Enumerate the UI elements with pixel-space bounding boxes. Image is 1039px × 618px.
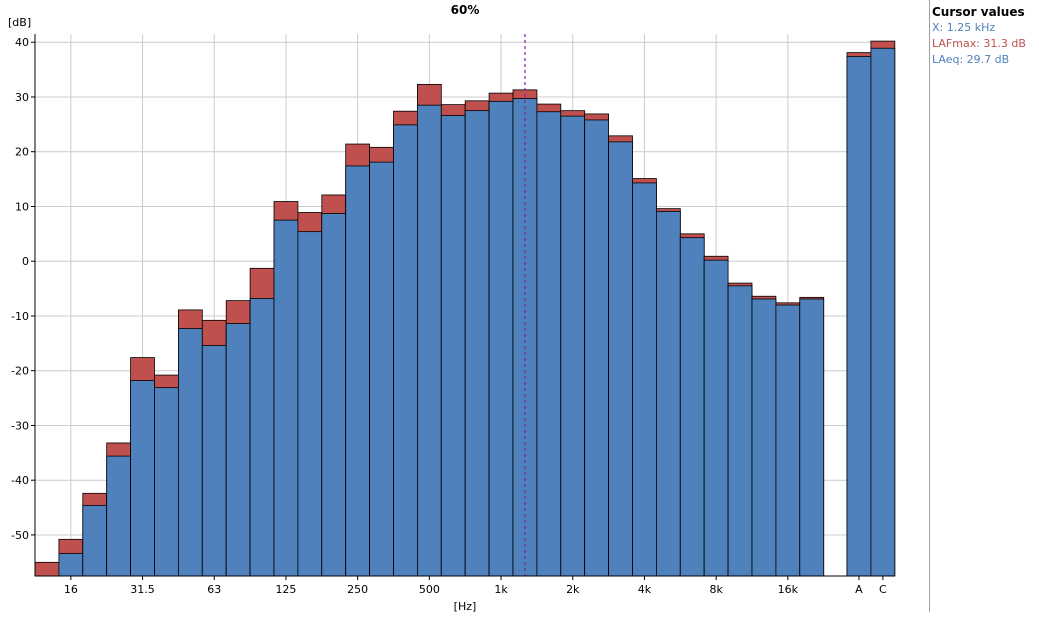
bar-laeq	[584, 119, 610, 577]
bar-laeq	[225, 323, 251, 577]
y-tick-label: -50	[11, 529, 29, 542]
x-tick-label: 16	[64, 583, 78, 596]
spectrum-chart: 40 30 20 10 0 -10 -20 -30 -40 -50 16 31.5 63 125 250 50…	[8, 3, 896, 613]
y-tick-label: 0	[22, 255, 29, 268]
bar-laeq	[130, 380, 155, 577]
y-tick-label: 10	[15, 200, 29, 213]
bar-laeq	[154, 387, 179, 577]
bar-laeq	[273, 219, 299, 577]
x-axis-label: [Hz]	[454, 600, 477, 613]
bar-laeq	[345, 165, 371, 577]
y-tick-label: -30	[11, 419, 29, 432]
bar-laeq	[632, 182, 657, 577]
bar-laeq	[488, 100, 514, 577]
bar-laeq	[775, 304, 801, 577]
panel-divider	[929, 0, 930, 612]
bar-laeq	[393, 124, 418, 577]
y-tick-label: -40	[11, 474, 29, 487]
y-tick-label: 40	[15, 36, 29, 49]
bar-laeq	[177, 328, 203, 577]
bar-laeq	[727, 285, 753, 577]
cursor-laeq-value: LAeq: 29.7 dB	[932, 53, 1010, 66]
bar-laeq	[846, 56, 872, 577]
bar-laeq	[656, 210, 681, 577]
y-tick-label: -10	[11, 310, 29, 323]
x-tick-label: A	[855, 583, 863, 596]
chart-title: 60%	[451, 3, 480, 17]
bar-laeq	[536, 111, 562, 577]
bar-laeq	[679, 237, 705, 577]
bar-laeq	[870, 47, 896, 577]
y-tick-label: 20	[15, 146, 29, 159]
bar-laeq	[82, 504, 108, 577]
cursor-x-value: X: 1.25 kHz	[932, 21, 996, 34]
x-tick-label: C	[879, 583, 887, 596]
x-tick-label: 4k	[638, 583, 652, 596]
bar-laeq	[201, 345, 227, 577]
bar-laeq	[799, 298, 825, 577]
bar-laeq	[703, 259, 729, 577]
bar-laeq	[369, 161, 394, 577]
bar-laeq	[560, 115, 586, 577]
x-tick-label: 2k	[566, 583, 580, 596]
cursor-values-panel: Cursor values X: 1.25 kHz LAFmax: 31.3 d…	[932, 4, 1037, 68]
y-tick-label: -20	[11, 365, 29, 378]
x-tick-label: 16k	[778, 583, 799, 596]
bar-laeq	[751, 298, 777, 577]
bar-lafmax	[34, 561, 60, 577]
x-tick-label: 31.5	[130, 583, 155, 596]
bar-laeq	[297, 231, 323, 577]
x-tick-label: 125	[275, 583, 296, 596]
x-tick-label: 1k	[494, 583, 508, 596]
x-tick-label: 250	[347, 583, 368, 596]
x-tick-label: 63	[207, 583, 221, 596]
cursor-values-title: Cursor values	[932, 5, 1025, 19]
bar-laeq	[58, 553, 84, 577]
bar-laeq	[608, 141, 633, 577]
bar-laeq	[106, 455, 131, 577]
y-tick-label: 30	[15, 91, 29, 104]
bar-laeq	[249, 298, 275, 577]
bar-laeq	[321, 213, 347, 577]
chart-canvas: 40 30 20 10 0 -10 -20 -30 -40 -50 16 31.5 63 125 250 50…	[8, 3, 896, 613]
x-tick-label: 500	[419, 583, 440, 596]
bar-laeq	[416, 104, 442, 577]
x-tick-label: 8k	[709, 583, 723, 596]
y-axis-label: [dB]	[8, 16, 31, 29]
bar-laeq	[464, 110, 490, 577]
bar-laeq	[440, 115, 466, 577]
cursor-lafmax-value: LAFmax: 31.3 dB	[932, 37, 1026, 50]
